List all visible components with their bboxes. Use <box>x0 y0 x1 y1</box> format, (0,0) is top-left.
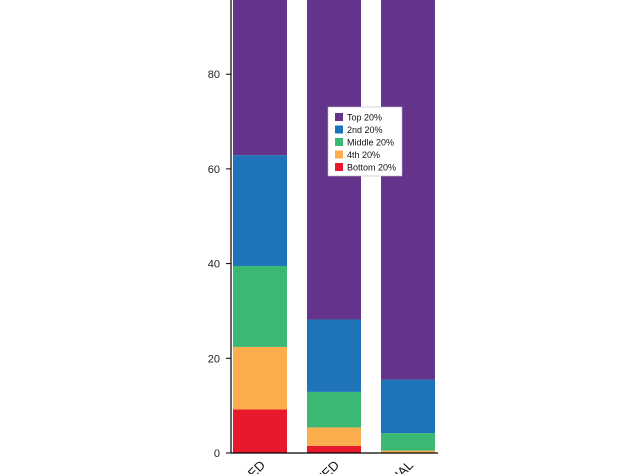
legend-items: Top 20% 2nd 20% Middle 20% 4th 20% Bottom 20… <box>335 113 396 173</box>
bar-segment-red-1 <box>233 346 287 410</box>
y-axis-ticks: 0 20 40 60 80 <box>208 69 231 460</box>
y-tick-label: 40 <box>208 259 220 271</box>
bar-segment-ual-3 <box>381 379 435 434</box>
bar-segment-red-4 <box>233 0 287 156</box>
bar-segment-ted-2 <box>307 391 361 428</box>
bar-segment-red-3 <box>233 155 287 266</box>
bar-segment-red-2 <box>233 265 287 347</box>
y-tick-label: 0 <box>214 448 220 460</box>
x-tick-label: TED <box>313 458 342 474</box>
y-tick-label: 60 <box>208 164 220 176</box>
legend-swatch <box>335 138 343 146</box>
legend-label: Top 20% <box>347 113 382 123</box>
x-tick-label: UAL <box>388 458 416 474</box>
x-axis-labels: RED TED UAL <box>238 458 416 474</box>
legend-swatch <box>335 150 343 159</box>
legend-label: Middle 20% <box>347 138 394 148</box>
bars-group <box>233 0 435 453</box>
legend-swatch <box>335 113 343 121</box>
bar-segment-ted-1 <box>307 427 361 446</box>
y-tick-label: 80 <box>208 69 220 81</box>
bar-segment-ual-4 <box>381 0 435 380</box>
bar-segment-ted-0 <box>307 445 361 453</box>
x-tick-label: RED <box>238 458 268 474</box>
legend-label: 2nd 20% <box>347 125 383 135</box>
legend-swatch <box>335 163 343 171</box>
bar-segment-ual-2 <box>381 433 435 451</box>
legend-label: 4th 20% <box>347 150 380 160</box>
legend: Top 20% 2nd 20% Middle 20% 4th 20% Bottom 20… <box>327 106 403 177</box>
y-tick-label: 20 <box>208 353 220 365</box>
legend-label: Bottom 20% <box>347 163 396 173</box>
bar-segment-ted-3 <box>307 319 361 392</box>
bar-segment-ual-1 <box>381 450 435 453</box>
bar-segment-red-0 <box>233 409 287 453</box>
legend-swatch <box>335 125 343 134</box>
